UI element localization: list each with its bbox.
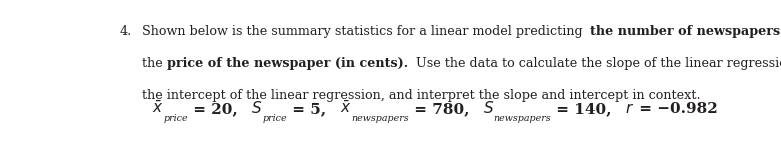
Text: = −0.982: = −0.982 [634, 102, 718, 116]
Text: the intercept of the linear regression, and interpret the slope and intercept in: the intercept of the linear regression, … [142, 89, 701, 102]
Text: the: the [142, 57, 166, 70]
Text: = 780,: = 780, [408, 102, 469, 116]
Text: the number of newspapers sold: the number of newspapers sold [590, 25, 781, 38]
Text: $\bar{\mathit{x}}$: $\bar{\mathit{x}}$ [152, 100, 164, 116]
Text: newspapers: newspapers [351, 114, 408, 123]
Text: = 5,: = 5, [287, 102, 326, 116]
Text: price: price [262, 114, 287, 123]
Text: price: price [164, 114, 188, 123]
Text: 4.: 4. [120, 25, 132, 38]
Text: $\mathit{S}$: $\mathit{S}$ [251, 100, 262, 116]
Text: Use the data to calculate the slope of the linear regression, calculate: Use the data to calculate the slope of t… [408, 57, 781, 70]
Text: $\mathit{r}$: $\mathit{r}$ [626, 101, 634, 116]
Text: $\mathit{S}$: $\mathit{S}$ [483, 100, 494, 116]
Text: = 140,: = 140, [551, 102, 612, 116]
Text: price of the newspaper (in cents).: price of the newspaper (in cents). [166, 57, 408, 70]
Text: Shown below is the summary statistics for a linear model predicting: Shown below is the summary statistics fo… [142, 25, 590, 38]
Text: newspapers: newspapers [494, 114, 551, 123]
Text: = 20,: = 20, [188, 102, 238, 116]
Text: $\bar{\mathit{x}}$: $\bar{\mathit{x}}$ [340, 100, 351, 116]
